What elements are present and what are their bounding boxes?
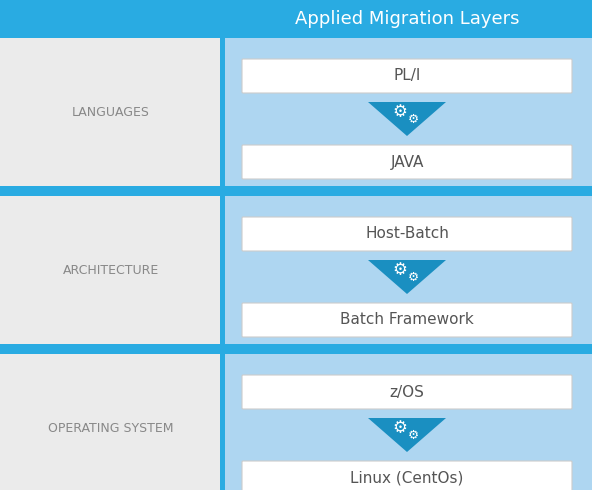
Text: ⚙: ⚙ bbox=[392, 419, 407, 437]
Polygon shape bbox=[368, 418, 446, 452]
Text: Host-Batch: Host-Batch bbox=[365, 226, 449, 242]
Polygon shape bbox=[368, 260, 446, 294]
Text: Applied Migration Layers: Applied Migration Layers bbox=[295, 10, 519, 28]
Text: PL/I: PL/I bbox=[393, 69, 421, 83]
Text: ⚙: ⚙ bbox=[392, 103, 407, 122]
FancyBboxPatch shape bbox=[242, 375, 572, 409]
Text: JAVA: JAVA bbox=[390, 154, 424, 170]
FancyBboxPatch shape bbox=[242, 461, 572, 490]
Bar bbox=[0, 354, 222, 490]
Bar bbox=[222, 354, 592, 490]
Bar bbox=[0, 38, 222, 186]
FancyBboxPatch shape bbox=[242, 145, 572, 179]
Text: z/OS: z/OS bbox=[390, 385, 424, 399]
Text: ⚙: ⚙ bbox=[392, 261, 407, 279]
Text: Batch Framework: Batch Framework bbox=[340, 313, 474, 327]
Bar bbox=[222, 196, 592, 344]
FancyBboxPatch shape bbox=[242, 303, 572, 337]
Bar bbox=[222, 38, 592, 186]
Text: LANGUAGES: LANGUAGES bbox=[72, 105, 150, 119]
Text: ARCHITECTURE: ARCHITECTURE bbox=[63, 264, 159, 276]
FancyBboxPatch shape bbox=[242, 59, 572, 93]
Bar bbox=[0, 196, 222, 344]
Bar bbox=[0, 344, 592, 354]
Bar bbox=[0, 186, 592, 196]
FancyBboxPatch shape bbox=[242, 217, 572, 251]
Text: ⚙: ⚙ bbox=[407, 113, 419, 126]
Text: ⚙: ⚙ bbox=[407, 429, 419, 442]
Polygon shape bbox=[368, 102, 446, 136]
Bar bbox=[220, 38, 225, 490]
Text: Linux (CentOs): Linux (CentOs) bbox=[350, 470, 464, 486]
Bar bbox=[0, 0, 592, 38]
Text: OPERATING SYSTEM: OPERATING SYSTEM bbox=[49, 421, 173, 435]
Text: ⚙: ⚙ bbox=[407, 271, 419, 284]
